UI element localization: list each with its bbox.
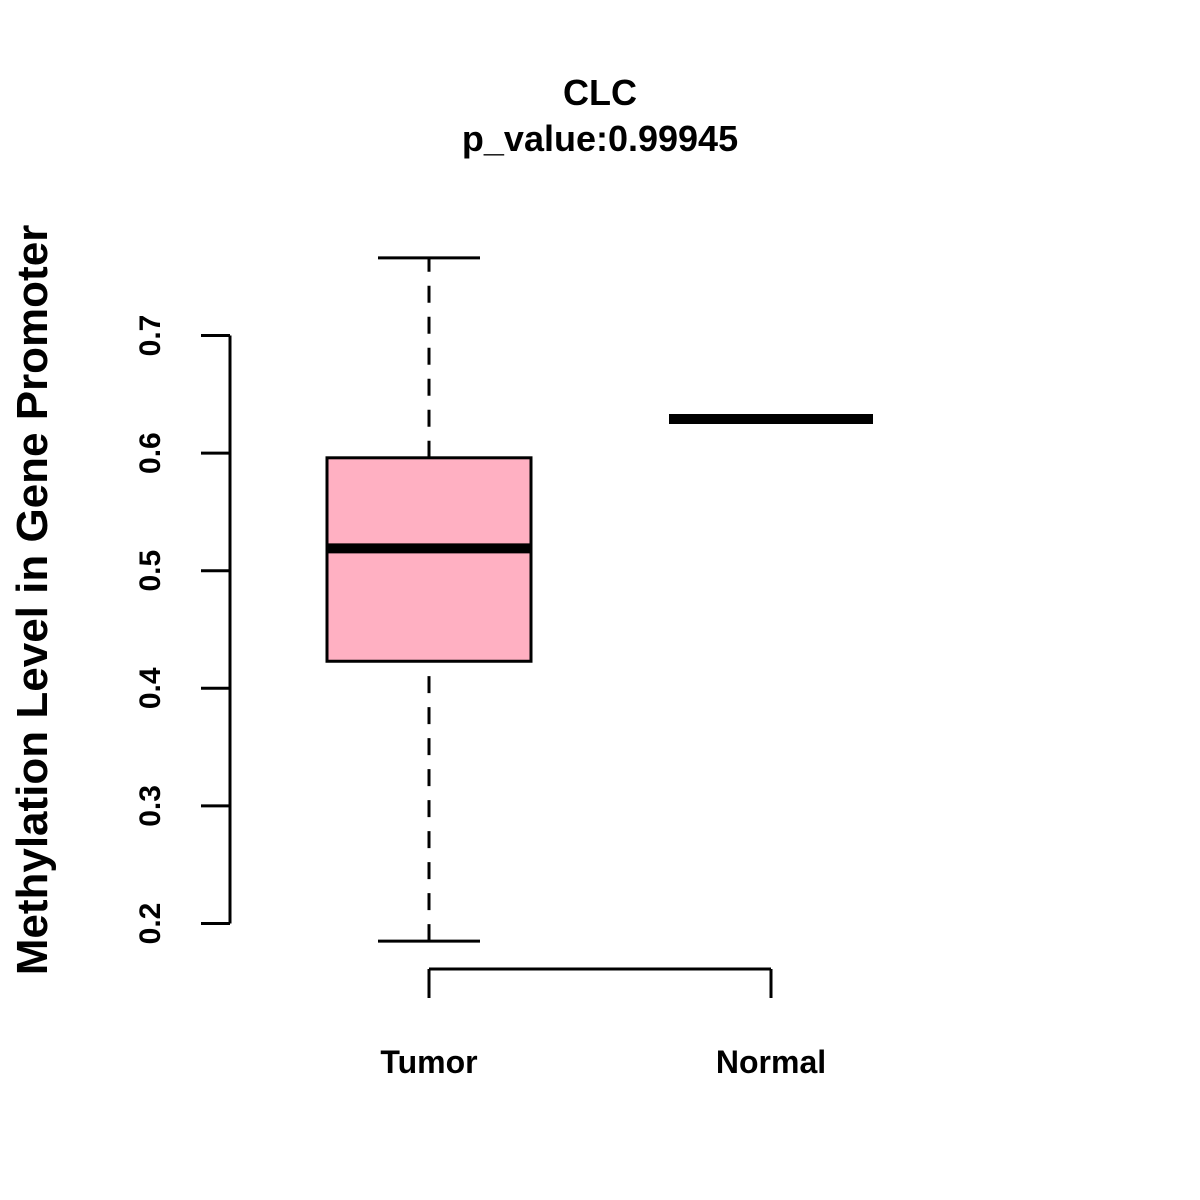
y-tick-label-5: 0.7 [134, 315, 167, 357]
y-tick-label-2: 0.4 [134, 667, 167, 709]
x-tick-label-0: Tumor [380, 1044, 477, 1080]
y-axis: 0.2 0.3 0.4 0.5 0.6 0.7 [134, 315, 232, 945]
x-tick-label-1: Normal [716, 1044, 826, 1080]
y-tick-label-4: 0.6 [134, 432, 167, 474]
box-body-tumor [325, 456, 533, 663]
box-tumor [325, 256, 533, 943]
y-axis-label: Methylation Level in Gene Promoter [8, 225, 57, 976]
y-tick-label-3: 0.5 [134, 550, 167, 592]
x-axis: Tumor Normal [380, 967, 826, 1080]
boxes-layer [325, 256, 873, 943]
y-tick-label-0: 0.2 [134, 903, 167, 945]
chart-title: CLC [563, 72, 637, 113]
chart-subtitle: p_value:0.99945 [462, 118, 738, 159]
y-tick-label-1: 0.3 [134, 785, 167, 827]
